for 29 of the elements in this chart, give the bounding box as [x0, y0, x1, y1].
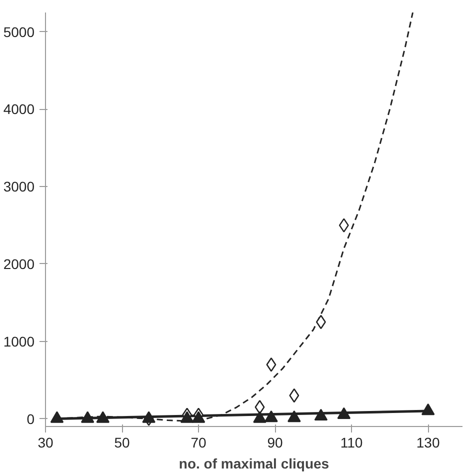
point: [266, 357, 276, 372]
y-tick-label: 5000: [3, 24, 35, 40]
point: [80, 411, 94, 423]
point: [180, 411, 194, 423]
point: [316, 314, 326, 330]
point: [338, 218, 349, 232]
point: [142, 411, 156, 423]
point: [192, 411, 206, 423]
point: [96, 411, 110, 423]
x-tick-label: 70: [190, 434, 207, 450]
point: [421, 403, 435, 416]
point: [288, 410, 301, 422]
y-tick-label: 1000: [3, 333, 35, 350]
point: [253, 411, 266, 423]
x-axis-title: no. of maximal cliques: [178, 456, 330, 472]
y-tick-label: 2000: [3, 256, 35, 272]
x-tick-label: 30: [38, 434, 54, 450]
point: [264, 410, 278, 422]
y-tick-label: 0: [26, 410, 35, 427]
point: [314, 408, 328, 421]
x-tick-label: 50: [114, 434, 130, 450]
point: [289, 388, 300, 403]
y-tick-label: 4000: [3, 101, 35, 118]
point: [50, 411, 64, 423]
point: [337, 407, 351, 420]
y-tick-label: 3000: [3, 178, 35, 195]
x-tick-label: 130: [416, 434, 440, 450]
x-tick-label: 110: [340, 434, 363, 450]
x-tick-label: 90: [267, 434, 284, 450]
